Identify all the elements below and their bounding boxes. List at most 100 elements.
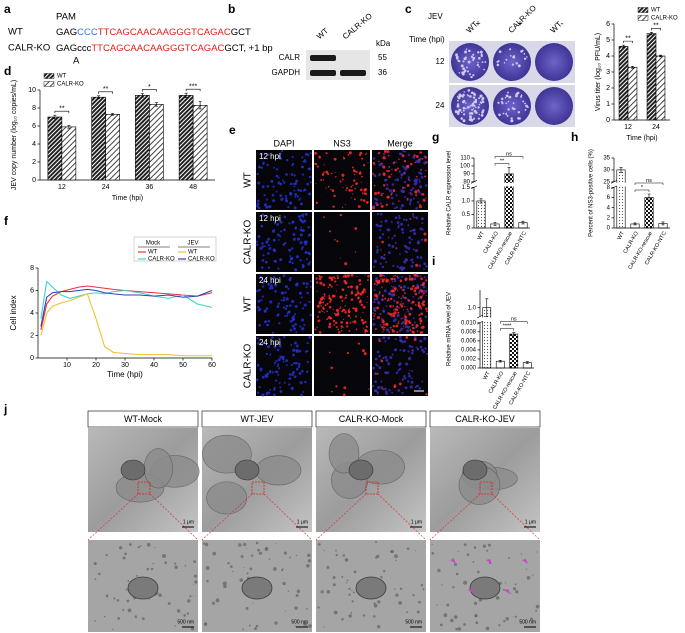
ns3-signal bbox=[383, 326, 386, 329]
nucleus bbox=[294, 195, 297, 198]
nucleus bbox=[410, 188, 413, 192]
granule bbox=[203, 622, 208, 627]
nucleus bbox=[378, 292, 381, 296]
y-tick-label: 0.002 bbox=[461, 357, 477, 363]
granule bbox=[486, 549, 489, 552]
nucleus bbox=[291, 299, 295, 304]
ns3-signal bbox=[335, 325, 338, 329]
nucleus bbox=[385, 261, 388, 264]
nucleus bbox=[420, 238, 423, 241]
nucleus bbox=[372, 366, 375, 370]
ns3-signal bbox=[377, 191, 380, 195]
micrograph bbox=[372, 336, 428, 396]
nucleus bbox=[294, 268, 298, 272]
nucleus bbox=[260, 343, 263, 346]
x-tick-label: 20 bbox=[92, 362, 100, 369]
significance: *** bbox=[189, 83, 197, 90]
nucleus bbox=[289, 201, 293, 205]
plaque bbox=[480, 113, 484, 117]
plaque bbox=[507, 108, 510, 111]
ns3-signal bbox=[405, 165, 408, 168]
ns3-signal bbox=[412, 284, 415, 288]
y-tick-label: 1.5 bbox=[462, 185, 471, 191]
ns3-signal bbox=[422, 303, 425, 307]
plaque bbox=[480, 53, 483, 56]
significance: ns bbox=[506, 151, 512, 157]
plaque bbox=[510, 119, 514, 123]
nucleus bbox=[284, 307, 288, 311]
plaque bbox=[505, 58, 508, 61]
plaque bbox=[468, 49, 471, 53]
ns3-signal bbox=[316, 326, 318, 328]
nucleus bbox=[284, 291, 287, 294]
nucleus bbox=[260, 153, 264, 156]
nucleus bbox=[374, 380, 377, 384]
significance: * bbox=[148, 84, 151, 91]
ns3-signal bbox=[418, 314, 421, 317]
nucleus bbox=[403, 285, 406, 289]
ns3-signal bbox=[397, 311, 400, 314]
legend-group: JEV bbox=[187, 241, 198, 247]
nucleus bbox=[379, 229, 382, 232]
granule bbox=[127, 608, 132, 613]
granule bbox=[341, 618, 344, 621]
nucleus bbox=[375, 198, 379, 202]
ns3-signal bbox=[378, 151, 381, 155]
granule bbox=[498, 581, 502, 585]
plaque bbox=[515, 62, 518, 65]
nucleus bbox=[407, 310, 410, 313]
nucleus bbox=[379, 262, 382, 265]
nucleus bbox=[266, 372, 270, 376]
arrow bbox=[468, 589, 474, 594]
ns3-signal bbox=[315, 201, 319, 205]
granule bbox=[204, 542, 209, 547]
panel-label: h bbox=[571, 130, 578, 144]
jev-sign: + bbox=[475, 18, 480, 28]
y-tick-label: 8 bbox=[32, 105, 36, 112]
y-tick-label: 90 bbox=[463, 171, 470, 177]
significance-bracket bbox=[634, 189, 650, 192]
granule bbox=[227, 561, 230, 565]
nucleus bbox=[404, 386, 408, 390]
ns3-signal bbox=[381, 240, 384, 244]
ns3-signal bbox=[398, 382, 402, 386]
ns3-signal bbox=[388, 165, 391, 168]
plaque bbox=[503, 62, 506, 64]
nucleus bbox=[375, 223, 379, 227]
y-tick-label: 0.008 bbox=[461, 329, 477, 335]
significance: **** bbox=[503, 324, 512, 330]
granule bbox=[239, 578, 244, 582]
granule bbox=[257, 548, 260, 552]
bar bbox=[644, 197, 654, 229]
granule bbox=[105, 594, 109, 597]
granule bbox=[264, 547, 269, 552]
ns3-signal bbox=[382, 328, 385, 331]
error-bar bbox=[647, 193, 651, 202]
granule bbox=[308, 624, 312, 628]
ns3-signal bbox=[415, 155, 419, 158]
error-bar bbox=[622, 44, 626, 48]
nucleus bbox=[288, 383, 291, 386]
nucleus bbox=[258, 307, 262, 311]
nucleus bbox=[391, 202, 395, 205]
ns3-signal bbox=[341, 327, 343, 329]
ns3-signal bbox=[326, 172, 330, 176]
x-tick-label: 60 bbox=[208, 362, 216, 369]
ns3-signal bbox=[394, 289, 396, 291]
nucleus bbox=[267, 237, 270, 241]
ns3-signal bbox=[397, 322, 400, 325]
ns3-signal bbox=[340, 325, 343, 328]
error-bar bbox=[198, 101, 202, 110]
plaque bbox=[483, 68, 485, 71]
ns3-signal bbox=[424, 156, 428, 159]
ns3-signal bbox=[416, 330, 419, 332]
ns3-signal bbox=[379, 274, 383, 278]
nucleus bbox=[289, 277, 292, 280]
ns3-signal bbox=[381, 320, 385, 324]
ns3-signal bbox=[380, 359, 384, 363]
time-label: Time (hpi) bbox=[409, 35, 445, 44]
ns3-signal bbox=[335, 308, 340, 312]
ns3-signal bbox=[382, 156, 386, 160]
nucleus bbox=[259, 246, 263, 250]
plaque bbox=[478, 56, 481, 60]
